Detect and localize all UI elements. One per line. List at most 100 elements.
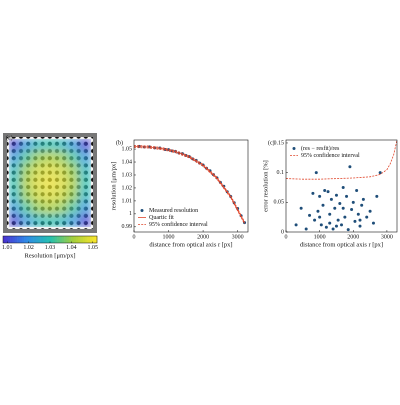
heat-cell — [31, 151, 45, 165]
colorbar-segment — [38, 236, 41, 243]
colorbar-segment — [66, 236, 70, 243]
data-point — [334, 224, 338, 228]
data-point — [341, 185, 345, 189]
colorbar-tick-label: 1.01 — [2, 245, 13, 251]
data-point — [333, 206, 337, 210]
heat-cell — [78, 176, 91, 190]
heat-cell — [43, 151, 57, 165]
heat-cell — [20, 176, 33, 190]
data-point — [318, 194, 322, 198]
data-point — [329, 197, 333, 201]
colorbar-segment — [5, 236, 8, 243]
series-group — [134, 144, 247, 225]
data-point — [355, 188, 359, 192]
colorbar-segment — [75, 236, 79, 243]
y-tick-label: 0.05 — [274, 200, 285, 206]
colorbar-label: Resolution [μm/px] — [25, 252, 76, 259]
data-point — [318, 215, 322, 219]
heat-cell — [31, 176, 45, 190]
colorbar-segment — [61, 236, 65, 243]
legend-label: Quartic fit — [149, 214, 174, 221]
heat-cell — [43, 213, 57, 227]
heat-cell — [67, 201, 80, 215]
heat-cell — [31, 213, 45, 227]
heat-cell — [20, 188, 33, 203]
data-point — [361, 197, 365, 201]
heat-cell — [31, 201, 45, 215]
data-point — [336, 218, 340, 222]
y-axis-label: resolution [μm/px] — [110, 162, 117, 211]
colorbar-segment — [3, 236, 6, 243]
data-point — [313, 218, 317, 222]
colorbar-tick-label: 1.02 — [23, 245, 34, 251]
colorbar-tick-label: 1.05 — [87, 245, 98, 251]
data-point — [348, 165, 352, 169]
heat-cell — [55, 201, 69, 215]
y-tick-label: 0.1 — [277, 170, 285, 176]
colorbar-segment — [78, 236, 81, 243]
colorbar-segment — [17, 236, 20, 243]
heat-cell — [55, 213, 69, 227]
data-point — [368, 209, 372, 213]
axes-frame — [285, 139, 398, 233]
data-point — [311, 191, 315, 195]
data-point — [338, 202, 342, 206]
heat-cell — [9, 201, 22, 215]
colorbar-segment — [57, 236, 60, 243]
y-tick-label: 1.04 — [122, 159, 133, 165]
colorbar-segment — [24, 236, 27, 243]
heat-cell — [78, 139, 91, 153]
data-point — [334, 193, 338, 197]
heat-cell — [43, 188, 57, 203]
colorbar-segment — [50, 236, 53, 243]
data-point — [299, 206, 303, 210]
data-point — [319, 223, 323, 227]
data-point — [346, 228, 350, 232]
data-point — [294, 223, 298, 227]
x-tick-label: 3000 — [232, 234, 244, 240]
y-axis-label: error resolution [%] — [262, 160, 269, 212]
heat-cell — [31, 163, 45, 178]
colorbar-segment — [80, 236, 84, 243]
data-point — [345, 194, 349, 198]
heat-cell — [20, 151, 33, 165]
data-point — [353, 219, 357, 223]
plot-area — [134, 144, 247, 225]
heat-cell — [67, 163, 80, 178]
x-tick-label: 0 — [133, 234, 136, 240]
series-line — [134, 145, 245, 223]
colorbar-segment — [68, 236, 72, 243]
data-point — [308, 213, 312, 217]
colorbar-segment — [28, 236, 32, 243]
heat-cell — [78, 163, 91, 178]
data-point — [358, 218, 362, 222]
data-point — [326, 190, 330, 194]
y-tick-label: 1 — [129, 211, 132, 217]
series-group — [286, 140, 397, 232]
y-tick-label: 1.05 — [122, 146, 133, 152]
data-point — [360, 203, 364, 207]
series-line — [134, 146, 245, 224]
heat-cell — [9, 163, 22, 178]
data-point — [343, 215, 347, 219]
data-point — [378, 171, 382, 175]
colorbar-segment — [52, 236, 55, 243]
heat-cell — [55, 163, 69, 178]
data-point — [314, 171, 318, 175]
x-tick-label: 2000 — [347, 234, 359, 240]
colorbar-segment — [21, 236, 25, 243]
y-tick-label: 1.03 — [122, 172, 133, 178]
colorbar-segment — [89, 236, 93, 243]
panel-label: (b) — [116, 139, 123, 146]
axes-frame — [133, 139, 249, 233]
colorbar-segment — [12, 236, 16, 243]
heat-cell — [43, 176, 57, 190]
colorbar-segment — [42, 236, 46, 243]
colorbar-segment — [85, 236, 88, 243]
legend-label: 95% confidence interval — [301, 152, 360, 159]
heat-cell — [78, 151, 91, 165]
data-point — [356, 212, 360, 216]
y-tick-label: 1.02 — [122, 185, 133, 191]
heat-cell — [55, 151, 69, 165]
